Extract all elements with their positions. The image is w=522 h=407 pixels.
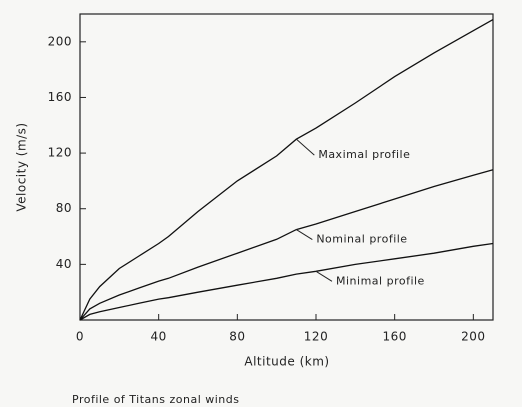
x-tick-label: 120 <box>304 330 328 344</box>
x-tick-label: 40 <box>151 330 167 344</box>
plot-frame <box>79 13 494 321</box>
y-tick-label: 40 <box>56 257 72 271</box>
series-label: Maximal profile <box>318 148 410 161</box>
x-tick-label: 0 <box>76 330 84 344</box>
leader-line <box>315 270 333 282</box>
y-tick-label: 160 <box>48 90 72 104</box>
leader-line <box>296 229 313 241</box>
series-line <box>79 19 494 321</box>
y-axis-label: Velocity (m/s) <box>15 122 29 211</box>
caption: Profile of Titans zonal winds <box>72 393 240 406</box>
x-tick-label: 80 <box>229 330 245 344</box>
series-line <box>79 242 494 321</box>
series-label: Nominal profile <box>316 233 407 246</box>
leader-line <box>296 138 315 156</box>
y-tick-label: 120 <box>48 146 72 160</box>
series-line <box>79 169 494 321</box>
x-axis-label: Altitude (km) <box>244 355 329 369</box>
y-tick-label: 80 <box>56 201 72 215</box>
x-tick-label: 160 <box>382 330 406 344</box>
x-tick-label: 200 <box>461 330 485 344</box>
y-tick-label: 200 <box>48 34 72 48</box>
series-label: Minimal profile <box>336 274 425 287</box>
